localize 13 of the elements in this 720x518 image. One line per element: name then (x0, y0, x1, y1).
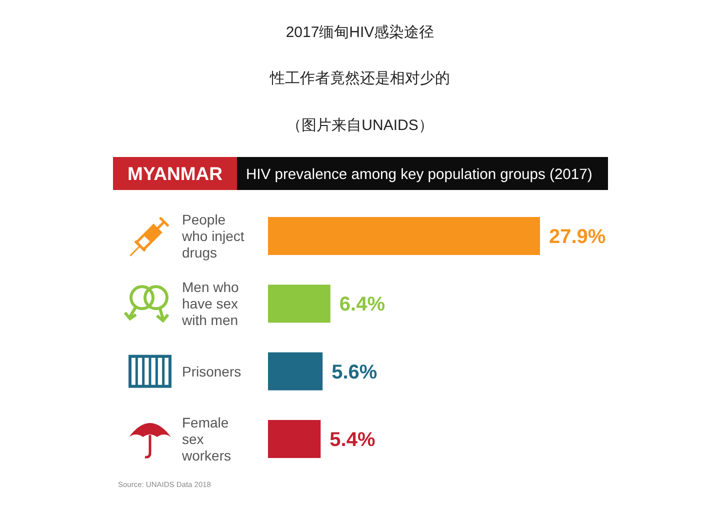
category-label: Female sex workers (182, 414, 232, 464)
title: 2017缅甸HIV感染途径 (286, 24, 434, 41)
category-label: People who inject drugs (182, 212, 244, 260)
annotation: （图片来自UNAIDS） (286, 117, 434, 134)
data-label: 5.6% (332, 361, 378, 384)
category-label: Prisoners (182, 363, 242, 380)
subtitle: 性工作者竟然还是相对少的 (270, 70, 450, 87)
data-label: 5.4% (330, 429, 376, 451)
category-label: Men who have sex with men (182, 279, 239, 328)
annotation: MYANMAR (128, 163, 222, 184)
annotation: HIV prevalence among key population groups (2017) (246, 167, 592, 183)
data-label: 27.9% (549, 226, 606, 248)
data-label: 6.4% (339, 294, 385, 316)
